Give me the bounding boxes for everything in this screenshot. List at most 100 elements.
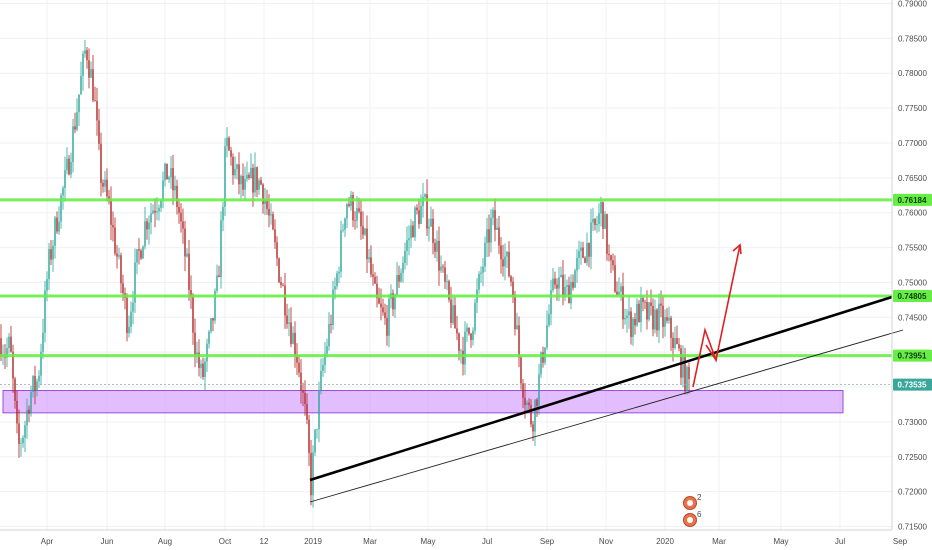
candle-body (682, 354, 684, 378)
candle-body (576, 257, 578, 271)
candle-body (218, 275, 220, 278)
main-trendline[interactable] (309, 295, 893, 482)
candle-body (114, 227, 116, 254)
y-tick-label: 0.77500 (898, 104, 927, 113)
candle-body (186, 253, 188, 257)
candle-body (72, 126, 74, 163)
candle-body (318, 391, 320, 430)
candle-body (592, 218, 594, 223)
candle-body (352, 195, 354, 221)
candle-body (524, 397, 526, 406)
candle-body (610, 255, 612, 261)
candle-body (382, 307, 384, 313)
candle-body (86, 50, 88, 61)
candle-body (554, 278, 556, 285)
candle-body (478, 273, 480, 290)
candle-body (48, 249, 50, 280)
candle-body (630, 311, 632, 337)
candle-body (508, 251, 510, 277)
candle-body (602, 202, 604, 229)
candle-body (50, 249, 52, 260)
projection-path[interactable] (692, 244, 741, 388)
candle-body (288, 322, 290, 324)
candle-body (520, 357, 522, 384)
candle-body (482, 266, 484, 273)
candle-body (658, 303, 660, 331)
candle-body (134, 262, 136, 303)
candle-body (300, 372, 302, 391)
candle-body (472, 330, 474, 340)
candle-body (632, 318, 634, 337)
candle-body (486, 229, 488, 243)
current-price-tag (893, 378, 932, 391)
candle-body (80, 75, 82, 95)
candle-body (526, 402, 528, 406)
x-tick-label: Nov (599, 537, 613, 546)
event-badges[interactable]: 26 (683, 493, 703, 527)
candle-body (362, 226, 364, 235)
lower-trendline[interactable] (309, 329, 904, 503)
candle-body (184, 228, 186, 257)
candle-body (536, 399, 538, 406)
grid-lines (0, 0, 892, 530)
candle-body (118, 255, 120, 257)
candle-body (386, 318, 388, 336)
candle-body (180, 212, 182, 222)
candle-body (636, 303, 638, 326)
candle-body (160, 200, 162, 208)
candle-body (88, 60, 90, 78)
candle-body (224, 146, 226, 207)
candle-body (234, 168, 236, 176)
candle-body (166, 163, 168, 180)
candle-body (580, 247, 582, 251)
candle-body (298, 362, 300, 373)
x-tick-label: Jul (835, 537, 845, 546)
candle-body (620, 286, 622, 292)
candle-body (596, 223, 598, 225)
candle-body (316, 429, 318, 430)
candle-body (500, 245, 502, 260)
candle-body (542, 352, 544, 363)
candle-body (6, 348, 8, 358)
level-price-label: 0.73951 (898, 352, 927, 361)
candle-body (672, 337, 674, 348)
candle-body (206, 343, 208, 362)
candle-body (90, 69, 92, 78)
candle-body (662, 305, 664, 327)
y-tick-label: 0.78000 (898, 69, 927, 78)
candle-body (522, 383, 524, 398)
candle-body (374, 276, 376, 284)
event-badge[interactable]: 2 (683, 493, 703, 510)
candle-body (76, 112, 78, 130)
candle-body (454, 305, 456, 329)
candle-body (212, 318, 214, 321)
candle-body (628, 311, 630, 316)
candle-body (202, 363, 204, 377)
support-zone-layer (2, 390, 844, 414)
support-zone[interactable] (2, 390, 844, 414)
y-tick-label: 0.73000 (898, 418, 927, 427)
candle-body (446, 281, 448, 282)
candle-body (424, 194, 426, 197)
x-tick-label: Apr (41, 537, 54, 546)
candle-body (394, 294, 396, 310)
candle-body (462, 350, 464, 365)
candle-body (314, 429, 316, 453)
x-tick-label: Mar (712, 537, 726, 546)
event-badge[interactable]: 6 (683, 510, 703, 527)
candle-body (12, 351, 14, 379)
candle-body (82, 53, 84, 76)
candle-body (272, 214, 274, 230)
x-tick-label: 2020 (656, 537, 674, 546)
candle-body (688, 366, 690, 380)
candle-body (336, 273, 338, 287)
candle-body (178, 207, 180, 213)
candle-body (444, 267, 446, 282)
candle-body (634, 318, 636, 326)
candle-body (310, 452, 312, 496)
candle-body (156, 211, 158, 213)
candle-body (450, 299, 452, 324)
candle-body (400, 272, 402, 282)
level-price-tag (893, 193, 932, 206)
